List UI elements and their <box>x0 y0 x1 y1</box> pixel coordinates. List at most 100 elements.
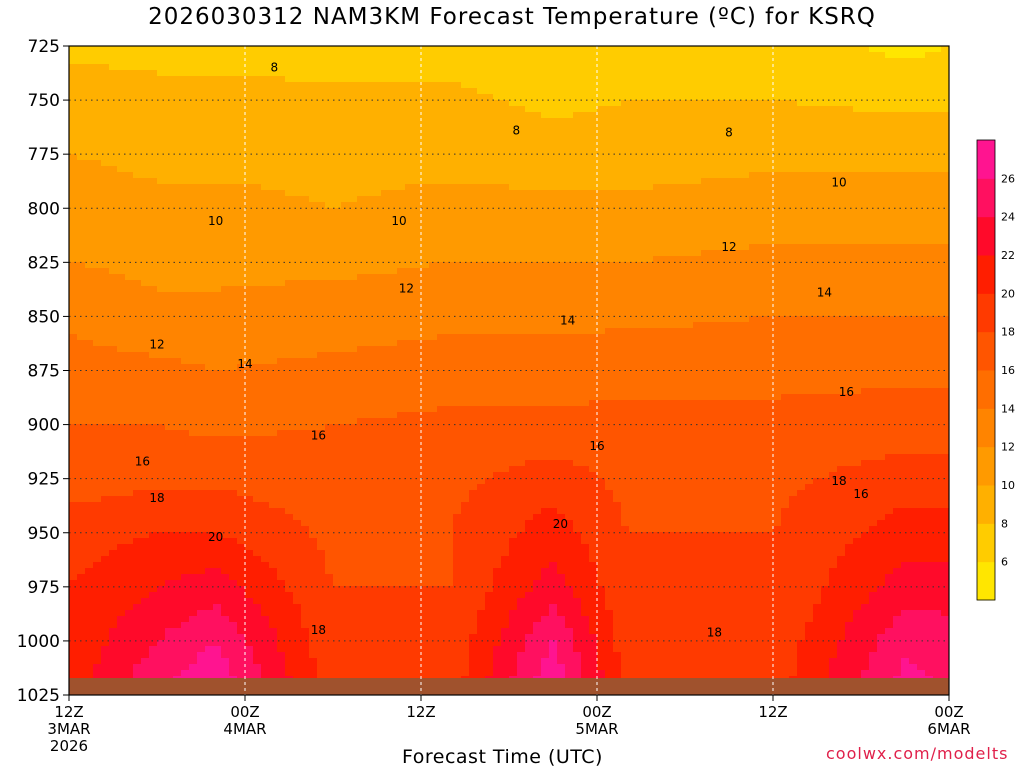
temperature-cell <box>221 400 230 407</box>
temperature-cell <box>325 262 334 269</box>
temperature-cell <box>205 370 214 377</box>
temperature-cell <box>429 184 438 191</box>
temperature-cell <box>277 598 286 605</box>
temperature-cell <box>237 448 246 455</box>
temperature-cell <box>373 388 382 395</box>
temperature-cell <box>381 214 390 221</box>
temperature-cell <box>133 118 142 125</box>
temperature-cell <box>173 286 182 293</box>
temperature-cell <box>165 346 174 353</box>
temperature-cell <box>93 124 102 131</box>
temperature-cell <box>413 94 422 101</box>
temperature-cell <box>437 598 446 605</box>
temperature-cell <box>365 184 374 191</box>
temperature-cell <box>237 316 246 323</box>
temperature-cell <box>181 280 190 287</box>
temperature-cell <box>405 586 414 593</box>
temperature-cell <box>309 622 318 629</box>
temperature-cell <box>269 550 278 557</box>
temperature-cell <box>229 226 238 233</box>
temperature-cell <box>349 226 358 233</box>
temperature-cell <box>205 160 214 167</box>
temperature-cell <box>429 658 438 665</box>
temperature-cell <box>221 250 230 257</box>
temperature-cell <box>69 616 78 623</box>
temperature-cell <box>117 334 126 341</box>
temperature-cell <box>277 310 286 317</box>
temperature-cell <box>133 652 142 659</box>
temperature-cell <box>189 64 198 71</box>
temperature-cell <box>165 154 174 161</box>
temperature-cell <box>125 658 134 665</box>
temperature-cell <box>333 250 342 257</box>
temperature-cell <box>237 538 246 545</box>
temperature-cell <box>141 244 150 251</box>
temperature-cell <box>429 616 438 623</box>
temperature-cell <box>253 454 262 461</box>
temperature-cell <box>77 190 86 197</box>
temperature-cell <box>165 628 174 635</box>
temperature-cell <box>221 202 230 209</box>
temperature-cell <box>341 604 350 611</box>
temperature-cell <box>213 610 222 617</box>
temperature-cell <box>405 196 414 203</box>
temperature-cell <box>221 148 230 155</box>
temperature-cell <box>109 280 118 287</box>
temperature-cell <box>437 352 446 359</box>
temperature-cell <box>229 550 238 557</box>
temperature-cell <box>221 286 230 293</box>
temperature-cell <box>301 496 310 503</box>
temperature-cell <box>205 124 214 131</box>
temperature-cell <box>285 256 294 263</box>
temperature-cell <box>293 310 302 317</box>
temperature-cell <box>277 394 286 401</box>
temperature-cell <box>405 634 414 641</box>
temperature-cell <box>429 208 438 215</box>
temperature-cell <box>349 418 358 425</box>
temperature-cell <box>77 298 86 305</box>
temperature-cell <box>157 628 166 635</box>
temperature-cell <box>325 412 334 419</box>
temperature-cell <box>157 76 166 83</box>
temperature-cell <box>309 598 318 605</box>
temperature-cell <box>429 670 438 677</box>
temperature-cell <box>229 280 238 287</box>
temperature-cell <box>125 640 134 647</box>
temperature-cell <box>405 322 414 329</box>
temperature-cell <box>405 124 414 131</box>
temperature-cell <box>421 562 430 569</box>
temperature-cell <box>77 442 86 449</box>
temperature-cell <box>221 244 230 251</box>
temperature-cell <box>333 106 342 113</box>
temperature-cell <box>397 580 406 587</box>
temperature-cell <box>269 610 278 617</box>
temperature-cell <box>69 424 78 431</box>
temperature-cell <box>429 610 438 617</box>
temperature-cell <box>205 172 214 179</box>
temperature-cell <box>373 634 382 641</box>
temperature-cell <box>333 118 342 125</box>
temperature-cell <box>197 208 206 215</box>
temperature-cell <box>421 328 430 335</box>
temperature-cell <box>229 544 238 551</box>
temperature-cell <box>221 46 230 53</box>
temperature-cell <box>141 454 150 461</box>
temperature-cell <box>293 244 302 251</box>
temperature-cell <box>85 232 94 239</box>
temperature-cell <box>389 352 398 359</box>
temperature-cell <box>373 538 382 545</box>
temperature-cell <box>149 574 158 581</box>
temperature-cell <box>133 112 142 119</box>
temperature-cell <box>349 394 358 401</box>
temperature-cell <box>389 400 398 407</box>
temperature-cell <box>101 364 110 371</box>
temperature-cell <box>125 190 134 197</box>
temperature-cell <box>301 466 310 473</box>
temperature-cell <box>229 286 238 293</box>
temperature-cell <box>357 454 366 461</box>
temperature-cell <box>157 154 166 161</box>
temperature-cell <box>269 316 278 323</box>
temperature-cell <box>349 256 358 263</box>
temperature-cell <box>397 550 406 557</box>
